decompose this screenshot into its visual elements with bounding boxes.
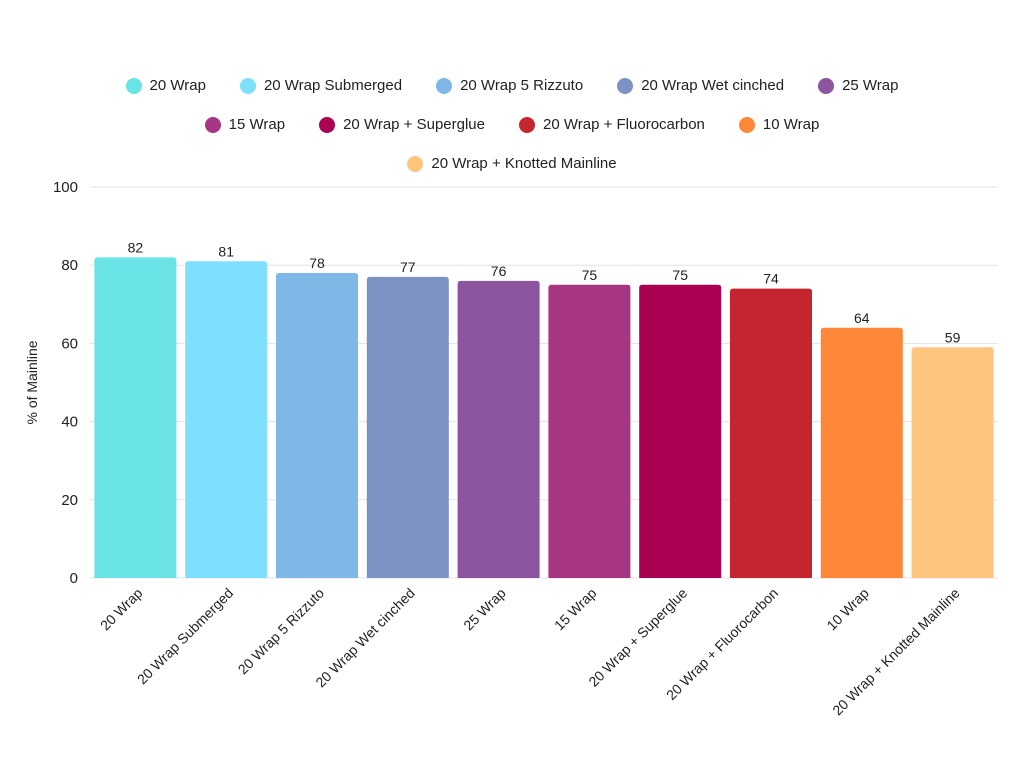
value-label: 75 bbox=[582, 267, 598, 283]
value-label: 81 bbox=[218, 243, 234, 259]
x-tick-label: 15 Wrap bbox=[551, 585, 600, 634]
legend-item: 20 Wrap Submerged bbox=[239, 77, 403, 94]
y-tick-label: 40 bbox=[61, 414, 78, 431]
legend-swatch-icon bbox=[239, 77, 256, 94]
y-tick-label: 80 bbox=[61, 257, 78, 274]
x-tick-label: 20 Wrap Wet cinched bbox=[312, 585, 418, 691]
value-label: 75 bbox=[672, 267, 688, 283]
legend-label: 20 Wrap bbox=[149, 77, 206, 94]
legend-item: 10 Wrap bbox=[738, 116, 820, 133]
legend-item: 20 Wrap 5 Rizzuto bbox=[436, 77, 583, 94]
legend-swatch-icon bbox=[818, 77, 835, 94]
legend-item: 20 Wrap bbox=[125, 77, 206, 94]
legend-swatch-icon bbox=[204, 116, 221, 133]
legend-label: 10 Wrap bbox=[762, 116, 820, 133]
bar-3 bbox=[366, 276, 449, 578]
legend-label: 20 Wrap Wet cinched bbox=[641, 77, 785, 94]
y-axis-label: % of Mainline bbox=[24, 340, 40, 424]
legend-swatch-icon bbox=[617, 77, 634, 94]
bar-9 bbox=[911, 347, 994, 578]
legend-swatch-icon bbox=[407, 155, 424, 172]
legend-label: 20 Wrap + Fluorocarbon bbox=[543, 116, 705, 133]
value-label: 64 bbox=[854, 310, 870, 326]
x-tick-label: 25 Wrap bbox=[460, 585, 509, 634]
legend-row: 20 Wrap 20 Wrap Submerged 20 Wrap 5 Rizzut… bbox=[0, 66, 1024, 105]
value-label: 78 bbox=[309, 255, 325, 271]
bar-0 bbox=[94, 257, 177, 578]
legend-label: 15 Wrap bbox=[228, 116, 286, 133]
value-label: 82 bbox=[128, 239, 144, 255]
value-label: 77 bbox=[400, 259, 416, 275]
y-tick-label: 100 bbox=[53, 179, 78, 196]
legend-item: 20 Wrap + Knotted Mainline bbox=[407, 155, 617, 172]
legend-label: 20 Wrap Submerged bbox=[263, 77, 403, 94]
y-tick-label: 0 bbox=[70, 570, 78, 587]
legend-item: 20 Wrap + Fluorocarbon bbox=[519, 116, 705, 133]
bar-5 bbox=[548, 284, 631, 578]
x-tick-label: 10 Wrap bbox=[823, 585, 872, 634]
bar-1 bbox=[185, 261, 268, 578]
x-tick-label: 20 Wrap Submerged bbox=[134, 585, 236, 687]
legend-swatch-icon bbox=[319, 116, 336, 133]
legend-row: 20 Wrap + Knotted Mainline bbox=[0, 144, 1024, 183]
legend-item: 20 Wrap Wet cinched bbox=[617, 77, 784, 94]
bar-8 bbox=[820, 327, 903, 578]
legend-label: 25 Wrap bbox=[842, 77, 899, 94]
legend-item: 15 Wrap bbox=[204, 116, 286, 133]
y-tick-label: 20 bbox=[61, 492, 78, 509]
bar-6 bbox=[639, 284, 722, 578]
x-tick-label: 20 Wrap 5 Rizzuto bbox=[235, 585, 328, 678]
legend-label: 20 Wrap 5 Rizzuto bbox=[460, 77, 584, 94]
bar-4 bbox=[457, 280, 540, 578]
legend-label: 20 Wrap + Superglue bbox=[343, 116, 485, 133]
bar-7 bbox=[730, 288, 812, 578]
value-label: 76 bbox=[491, 263, 507, 279]
legend-swatch-icon bbox=[436, 77, 453, 94]
legend-row: 15 Wrap 20 Wrap + Superglue 20 Wrap + Fluo… bbox=[0, 105, 1024, 144]
x-tick-label: 20 Wrap + Superglue bbox=[585, 585, 690, 690]
bar-2 bbox=[276, 273, 358, 578]
y-tick-label: 60 bbox=[61, 335, 78, 352]
legend-swatch-icon bbox=[519, 116, 535, 133]
legend-swatch-icon bbox=[125, 77, 142, 94]
chart-legend: 20 Wrap 20 Wrap Submerged 20 Wrap 5 Rizzut… bbox=[0, 66, 1024, 183]
value-label: 74 bbox=[763, 271, 779, 287]
legend-swatch-icon bbox=[738, 116, 755, 133]
legend-label: 20 Wrap + Knotted Mainline bbox=[431, 155, 617, 172]
legend-item: 20 Wrap + Superglue bbox=[319, 116, 485, 133]
legend-item: 25 Wrap bbox=[818, 77, 898, 94]
value-label: 59 bbox=[945, 329, 961, 345]
x-tick-label: 20 Wrap bbox=[97, 585, 146, 634]
